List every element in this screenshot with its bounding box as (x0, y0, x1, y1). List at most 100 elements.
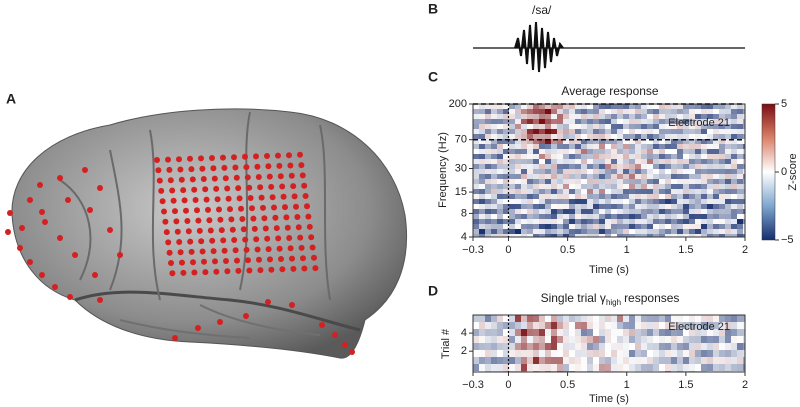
heatmap-cell (521, 194, 528, 200)
heatmap-cell (563, 149, 570, 155)
heatmap-cell (647, 184, 654, 190)
heatmap-cell (569, 139, 576, 145)
heatmap-cell (659, 350, 666, 358)
heatmap-cell (551, 189, 558, 195)
electrode (225, 195, 232, 202)
heatmap-cell (635, 229, 642, 235)
heatmap-cell (575, 343, 582, 351)
heatmap-cell (527, 315, 534, 323)
electrode (169, 187, 176, 194)
electrode (264, 153, 270, 159)
heatmap-cell (593, 169, 600, 175)
heatmap-cell (641, 124, 648, 130)
heatmap-cell (515, 139, 522, 145)
heatmap-cell (695, 204, 702, 210)
heatmap-cell (641, 139, 648, 145)
heatmap-cell (473, 322, 480, 330)
x-tick-label: 2 (742, 244, 748, 256)
heatmap-cell (581, 315, 588, 323)
heatmap-cell (713, 357, 720, 365)
heatmap-cell (599, 209, 606, 215)
heatmap-cell (551, 109, 558, 115)
heatmap-cell (701, 174, 708, 180)
heatmap-cell (503, 114, 510, 120)
heatmap-cell (617, 179, 624, 185)
heatmap-cell (473, 350, 480, 358)
heatmap-cell (527, 184, 534, 190)
x-axis-label: Time (s) (589, 264, 629, 276)
heatmap-cell (497, 194, 504, 200)
electrode (179, 259, 185, 266)
heatmap-cell (677, 329, 684, 337)
electrode (162, 218, 169, 225)
heatmap-cell (605, 159, 612, 165)
heatmap-cell (581, 159, 588, 165)
heatmap-cell (611, 124, 618, 130)
heatmap-cell (659, 194, 666, 200)
heatmap-cell (539, 169, 546, 175)
heatmap-cell (677, 219, 684, 225)
heatmap-cell (623, 224, 630, 230)
electrode (39, 272, 45, 278)
heatmap-cell (719, 159, 726, 165)
electrode (278, 256, 284, 262)
heatmap-cell (671, 204, 678, 210)
heatmap-cell (557, 179, 564, 185)
heatmap-cell (743, 164, 745, 170)
heatmap-cell (569, 219, 576, 225)
heatmap-cell (611, 164, 618, 170)
heatmap-cell (527, 189, 534, 195)
heatmap-cell (701, 114, 708, 120)
heatmap-cell (623, 109, 630, 115)
heatmap-cell (611, 184, 618, 190)
heatmap-cell (713, 124, 720, 130)
heatmap-cell (515, 343, 522, 351)
heatmap-cell (479, 124, 486, 130)
heatmap-cell (593, 149, 600, 155)
heatmap-cell (599, 343, 606, 351)
heatmap-cell (527, 336, 534, 344)
electrode (57, 175, 63, 181)
heatmap-cell (683, 219, 690, 225)
heatmap-cell (491, 364, 498, 372)
heatmap-cell (485, 114, 492, 120)
heatmap-cell (659, 336, 666, 344)
heatmap-cell (503, 194, 510, 200)
heatmap-cell (575, 109, 582, 115)
heatmap-cell (605, 364, 612, 372)
heatmap-cell (479, 229, 486, 235)
heatmap-cell (617, 322, 624, 330)
heatmap-cell (599, 189, 606, 195)
electrode (210, 248, 217, 255)
heatmap-cell (683, 104, 690, 110)
heatmap-cell (647, 343, 654, 351)
heatmap-cell (707, 343, 714, 351)
heatmap-cell (617, 224, 624, 230)
heatmap-cell (719, 209, 726, 215)
heatmap-cell (551, 144, 558, 150)
heatmap-cell (479, 224, 486, 230)
heatmap-cell (707, 357, 714, 365)
heatmap-cell (737, 164, 744, 170)
heatmap-cell (713, 350, 720, 358)
heatmap-cell (575, 139, 582, 145)
heatmap-cell (683, 204, 690, 210)
heatmap-cell (683, 174, 690, 180)
heatmap-cell (503, 229, 510, 235)
heatmap-cell (599, 350, 606, 358)
heatmap-cell (695, 214, 702, 220)
heatmap-cell (503, 336, 510, 344)
heatmap-cell (539, 104, 546, 110)
heatmap-cell (497, 329, 504, 337)
heatmap-cell (737, 144, 744, 150)
heatmap-cell (545, 164, 552, 170)
heatmap-cell (695, 164, 702, 170)
heatmap-cell (479, 134, 486, 140)
heatmap-cell (689, 322, 696, 330)
heatmap-cell (545, 144, 552, 150)
heatmap-cell (545, 174, 552, 180)
heatmap-cell (521, 224, 528, 230)
heatmap-cell (557, 315, 564, 323)
heatmap-cell (629, 343, 636, 351)
heatmap-cell (707, 234, 714, 237)
